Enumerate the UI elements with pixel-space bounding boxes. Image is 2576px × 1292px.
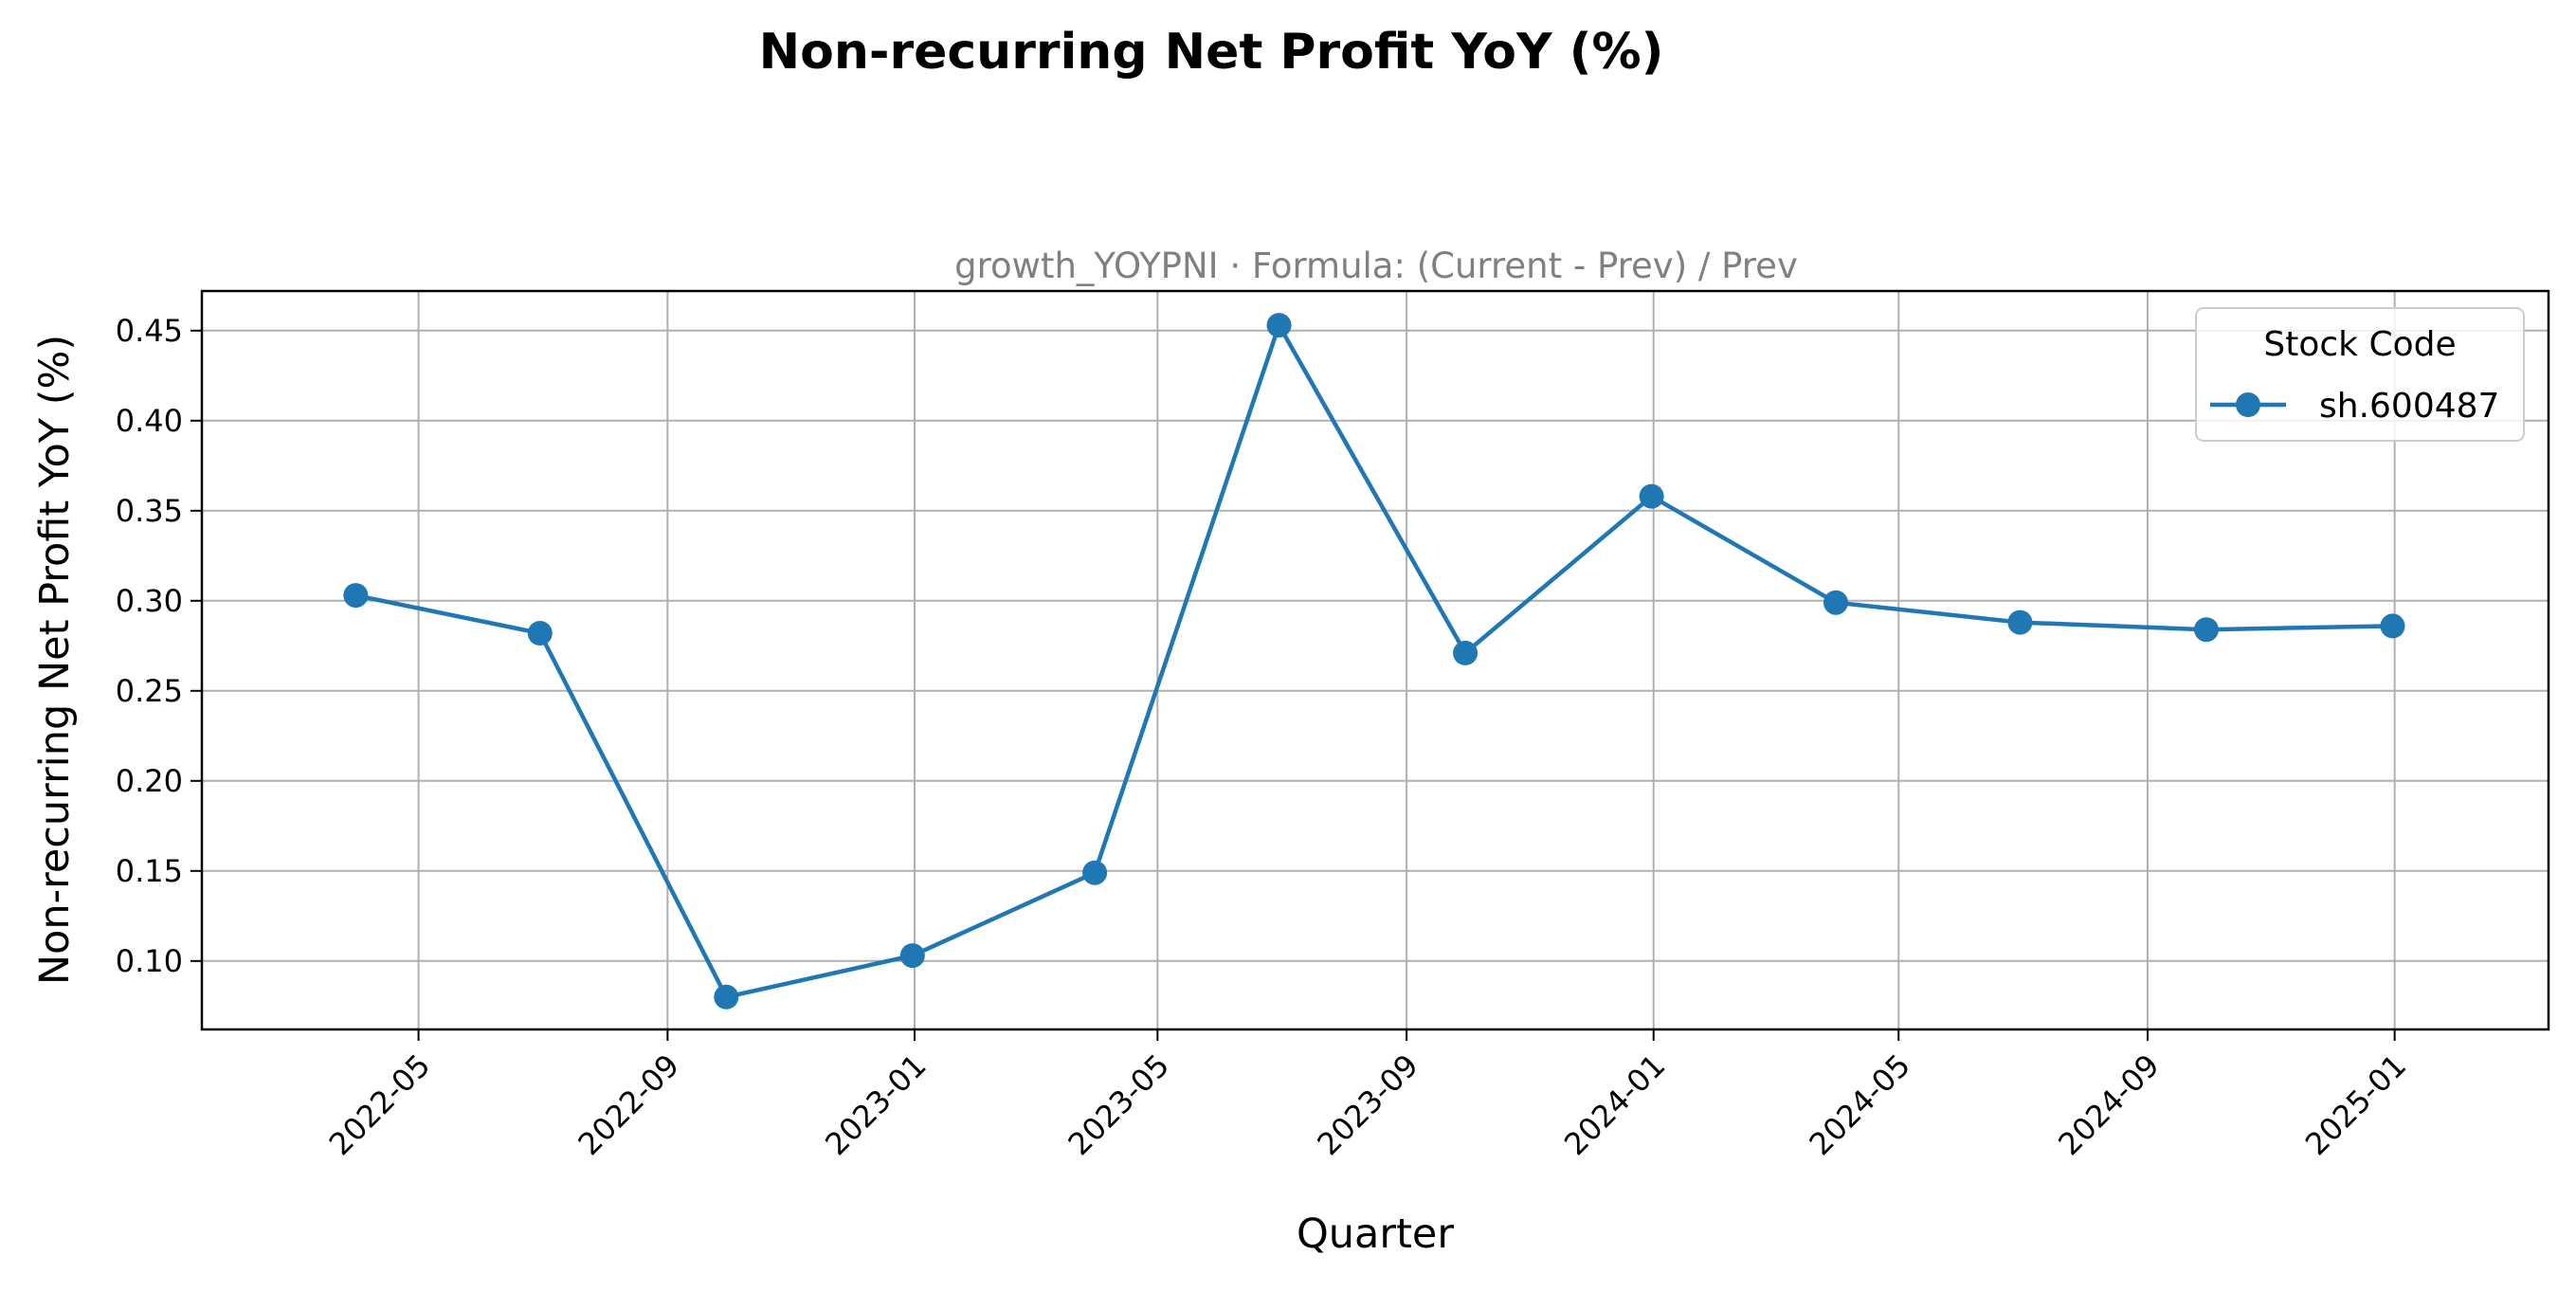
x-tick-label: 2023-01 xyxy=(818,1047,933,1162)
data-point xyxy=(1639,483,1664,509)
legend-box xyxy=(2195,307,2525,442)
y-gridlines xyxy=(202,329,2549,962)
data-point xyxy=(899,943,925,969)
x-tick-label: 2023-05 xyxy=(1061,1047,1176,1162)
y-tick-label: 0.20 xyxy=(116,763,183,799)
x-tick-label: 2024-09 xyxy=(2051,1047,2166,1162)
x-axis-ticks: 2022-05 2022-09 2023-01 2023-05 2023-09 2024-… xyxy=(322,1029,2413,1162)
chart-title: Non-recurring Net Profit YoY (%) xyxy=(759,24,1664,81)
x-axis-label: Quarter xyxy=(1297,1210,1454,1258)
y-tick-label: 0.30 xyxy=(116,583,183,619)
y-tick-label: 0.45 xyxy=(116,313,183,349)
x-tick-label: 2025-01 xyxy=(2298,1047,2413,1162)
y-tick-label: 0.40 xyxy=(116,403,183,439)
legend-title: Stock Code xyxy=(2263,325,2456,364)
series-line-0 xyxy=(354,322,2393,1000)
data-point xyxy=(1453,640,1478,665)
legend-label-sh600487: sh.600487 xyxy=(2319,387,2499,426)
y-tick-label: 0.35 xyxy=(116,493,183,529)
plot-frame xyxy=(200,289,2550,1031)
series-layer xyxy=(343,313,2405,1010)
y-axis-ticks: 0.10 0.15 0.20 0.25 0.30 0.35 0.40 0.45 xyxy=(116,313,202,979)
legend: Stock Code sh.600487 xyxy=(2195,307,2525,442)
x-tick-label: 2024-01 xyxy=(1557,1047,1672,1162)
y-tick-label: 0.25 xyxy=(116,673,183,709)
y-tick-label: 0.15 xyxy=(116,853,183,889)
x-tick-label: 2022-05 xyxy=(322,1047,437,1162)
data-point xyxy=(2193,617,2219,643)
x-gridlines xyxy=(417,291,2396,1029)
data-point xyxy=(2007,610,2033,635)
data-point xyxy=(2380,613,2405,639)
x-tick-label: 2023-09 xyxy=(1310,1047,1424,1162)
y-axis-label: Non-recurring Net Profit YoY (%) xyxy=(31,335,79,985)
data-point xyxy=(343,583,369,609)
legend-marker-sh600487 xyxy=(2236,392,2260,417)
data-point xyxy=(527,621,553,646)
data-point xyxy=(1823,590,1849,615)
x-tick-label: 2022-09 xyxy=(571,1047,686,1162)
data-point xyxy=(1082,860,1108,885)
chart-subtitle: growth_YOYPNI · Formula: (Current - Prev… xyxy=(954,246,1798,286)
x-tick-label: 2024-05 xyxy=(1802,1047,1916,1162)
y-tick-label: 0.10 xyxy=(116,943,183,979)
data-point xyxy=(714,984,739,1010)
data-point xyxy=(1266,313,1292,338)
